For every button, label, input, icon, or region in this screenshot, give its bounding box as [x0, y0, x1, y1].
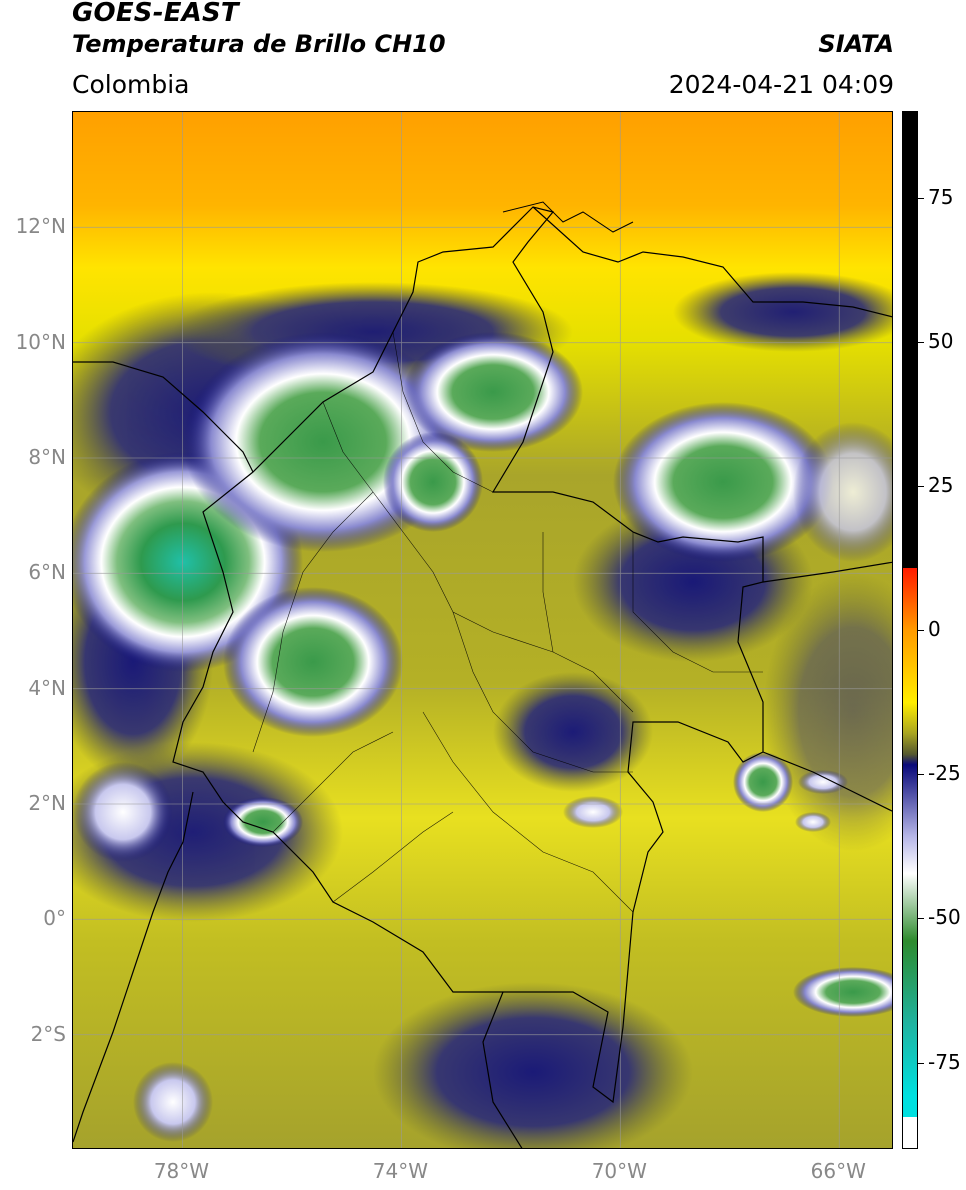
- colorbar-tick-label: 25: [928, 472, 954, 497]
- colorbar-tick: [918, 197, 924, 199]
- department-boundaries: [252, 331, 763, 913]
- peru-brazil-border: [482, 991, 523, 1148]
- region-label: Colombia: [72, 70, 190, 99]
- lat-tick-label: 6°N: [28, 560, 66, 585]
- colorbar-tick-label: -50: [928, 905, 961, 930]
- colorbar-tick: [918, 918, 924, 920]
- brand-label: SIATA: [818, 30, 894, 58]
- colorbar-tick-label: 0: [928, 617, 941, 641]
- gridlines: [73, 112, 892, 1148]
- lat-tick-label: 8°N: [28, 445, 66, 469]
- lon-tick-label: 78°W: [153, 1159, 210, 1183]
- colorbar-tick: [918, 630, 924, 631]
- lat-tick-label: 2°S: [30, 1021, 66, 1046]
- lon-tick-label: 66°W: [810, 1159, 866, 1183]
- temperature-colorbar: [902, 111, 918, 1149]
- colorbar-tick: [918, 485, 924, 487]
- product-title: Temperatura de Brillo CH10: [72, 30, 446, 58]
- colorbar-tick: [918, 774, 924, 776]
- ecuador-peru-border: [73, 791, 194, 1143]
- lat-tick-label: 10°N: [15, 329, 66, 354]
- colorbar-tick-label: -25: [928, 761, 961, 786]
- venezuela-coast: [532, 206, 892, 318]
- lon-tick-label: 70°W: [591, 1159, 647, 1183]
- colorbar-tick-label: 50: [928, 328, 954, 353]
- colorbar-tick: [918, 1062, 924, 1064]
- lat-tick-label: 12°N: [15, 214, 66, 239]
- panama-coast: [73, 361, 254, 473]
- colorbar-tick-label: -75: [928, 1049, 961, 1074]
- satellite-title: GOES-EAST: [72, 0, 239, 28]
- brazil-border: [762, 751, 892, 812]
- venezuela-guajira: [502, 201, 634, 233]
- colorbar-tick-label: 75: [928, 184, 954, 209]
- colorbar-tick: [918, 341, 924, 343]
- venezuela-brazil-border: [762, 561, 892, 583]
- satellite-map[interactable]: [72, 111, 893, 1149]
- political-boundaries: [73, 201, 892, 1148]
- lat-tick-label: 4°N: [28, 675, 66, 700]
- lon-tick-label: 74°W: [372, 1159, 428, 1183]
- lat-tick-label: 2°N: [28, 791, 66, 815]
- timestamp-label: 2024-04-21 04:09: [668, 70, 894, 99]
- lat-tick-label: 0°: [43, 906, 66, 931]
